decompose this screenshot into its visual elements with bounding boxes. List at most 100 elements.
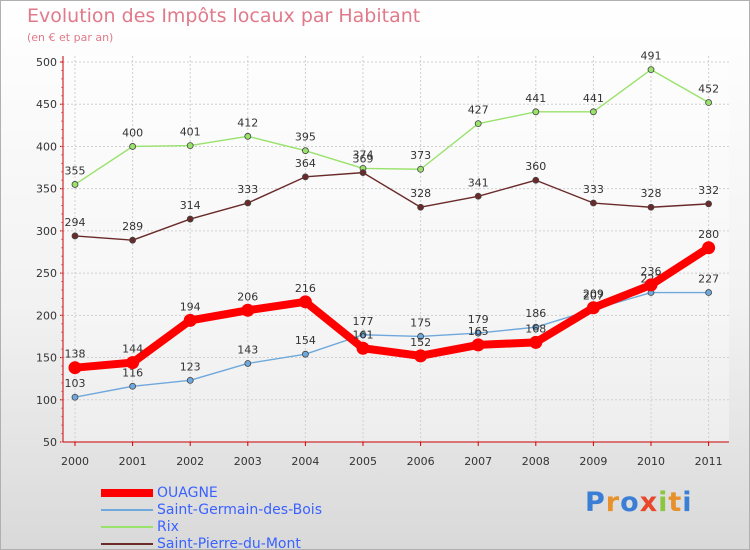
series-rix: 355 400 401 412 395 374 373 427 441 441 491 452 — [65, 50, 719, 188]
data-point — [129, 236, 137, 244]
data-label: 138 — [65, 348, 86, 361]
series-line — [74, 171, 710, 241]
logo-letter: P — [585, 487, 606, 518]
data-label: 236 — [641, 265, 662, 278]
data-point — [471, 338, 485, 352]
data-label: 207 — [583, 289, 604, 302]
data-label: 395 — [295, 131, 316, 144]
logo-letter: x — [639, 487, 659, 518]
data-label: 400 — [122, 126, 143, 139]
data-label: 333 — [583, 183, 604, 196]
series-saint-pierre-du-mont: 294 289 314 333 364 369 328 341 360 333 328 332 — [65, 153, 719, 244]
series-line — [74, 68, 710, 186]
data-label: 328 — [410, 187, 431, 200]
data-point — [417, 165, 425, 173]
data-point — [474, 329, 482, 337]
data-label: 374 — [353, 148, 374, 161]
data-point — [186, 142, 194, 150]
data-label: 116 — [122, 366, 143, 379]
data-label: 152 — [410, 336, 431, 349]
data-point — [532, 323, 540, 331]
data-point — [647, 66, 655, 73]
data-point — [474, 120, 482, 128]
data-label: 227 — [698, 273, 719, 286]
x-tick-label: 2001 — [119, 455, 147, 468]
y-grid: 50 100 150 200 250 300 350 400 450 500 — [36, 56, 729, 449]
data-point — [68, 361, 82, 375]
series-ouagne: 138 144 194 206 216 161 152 165 168 209 236 280 — [65, 228, 719, 375]
legend-label: Saint-Pierre-du-Mont — [157, 536, 301, 550]
data-label: 491 — [641, 50, 662, 63]
data-point — [301, 173, 309, 181]
data-label: 143 — [237, 343, 258, 356]
proxiti-logo: Proxiti — [585, 487, 693, 518]
data-point — [183, 313, 197, 327]
data-point — [529, 335, 543, 349]
series-saint-germain-des-bois: 103116123143154177175179186207227227 — [65, 273, 719, 401]
chart-title: Evolution des Impôts locaux par Habitant — [27, 5, 421, 27]
legend-label: Rix — [157, 519, 179, 535]
data-point — [474, 192, 482, 200]
data-point — [71, 393, 79, 401]
data-point — [186, 215, 194, 223]
data-label: 360 — [525, 160, 546, 173]
data-label: 364 — [295, 157, 316, 170]
data-label: 154 — [295, 334, 316, 347]
x-tick-label: 2011 — [695, 455, 723, 468]
data-label: 314 — [180, 199, 201, 212]
legend-label: OUAGNE — [157, 485, 218, 501]
data-point — [186, 376, 194, 384]
data-label: 179 — [468, 313, 489, 326]
data-label: 209 — [583, 288, 604, 301]
legend-swatch — [101, 509, 153, 511]
data-label: 165 — [468, 325, 489, 338]
x-tick-label: 2004 — [291, 455, 319, 468]
y-tick-label: 150 — [36, 352, 57, 365]
data-label: 175 — [410, 316, 431, 329]
logo-letter: o — [620, 487, 640, 518]
data-point — [414, 349, 428, 363]
data-point — [705, 99, 712, 106]
legend-swatch — [101, 543, 153, 545]
y-tick-label: 400 — [36, 140, 57, 153]
data-label: 332 — [698, 184, 719, 197]
y-tick-label: 200 — [36, 309, 57, 322]
data-point — [705, 200, 712, 208]
data-point — [71, 232, 79, 240]
data-point — [359, 331, 367, 339]
data-label: 216 — [295, 282, 316, 295]
data-label: 373 — [410, 149, 431, 162]
data-point — [71, 181, 79, 188]
x-tick-label: 2000 — [61, 455, 89, 468]
x-tick-label: 2006 — [407, 455, 435, 468]
y-tick-label: 300 — [36, 225, 57, 238]
data-label: 161 — [353, 328, 374, 341]
data-label: 289 — [122, 220, 143, 233]
data-point — [301, 350, 309, 358]
data-point — [298, 295, 312, 309]
data-label: 194 — [180, 300, 201, 313]
data-point — [356, 341, 370, 355]
y-tick-label: 250 — [36, 267, 57, 280]
data-label: 401 — [180, 126, 201, 139]
data-point — [241, 303, 255, 317]
x-tick-label: 2005 — [349, 455, 377, 468]
data-label: 452 — [698, 83, 719, 96]
data-label: 441 — [583, 92, 604, 105]
logo-letter: r — [605, 487, 621, 518]
data-point — [244, 360, 252, 367]
y-tick-label: 350 — [36, 183, 57, 196]
data-label: 144 — [122, 343, 143, 356]
data-label: 369 — [353, 153, 374, 166]
y-tick-label: 500 — [36, 56, 57, 69]
chart-subtitle: (en € et par an) — [27, 31, 114, 44]
data-point — [702, 241, 716, 255]
series-line — [71, 243, 713, 372]
data-point — [126, 356, 140, 370]
data-point — [244, 132, 252, 140]
data-point — [359, 169, 367, 177]
data-point — [586, 301, 600, 315]
x-tick-label: 2007 — [464, 455, 492, 468]
plot-area — [63, 56, 729, 442]
x-tick-label: 2009 — [579, 455, 607, 468]
